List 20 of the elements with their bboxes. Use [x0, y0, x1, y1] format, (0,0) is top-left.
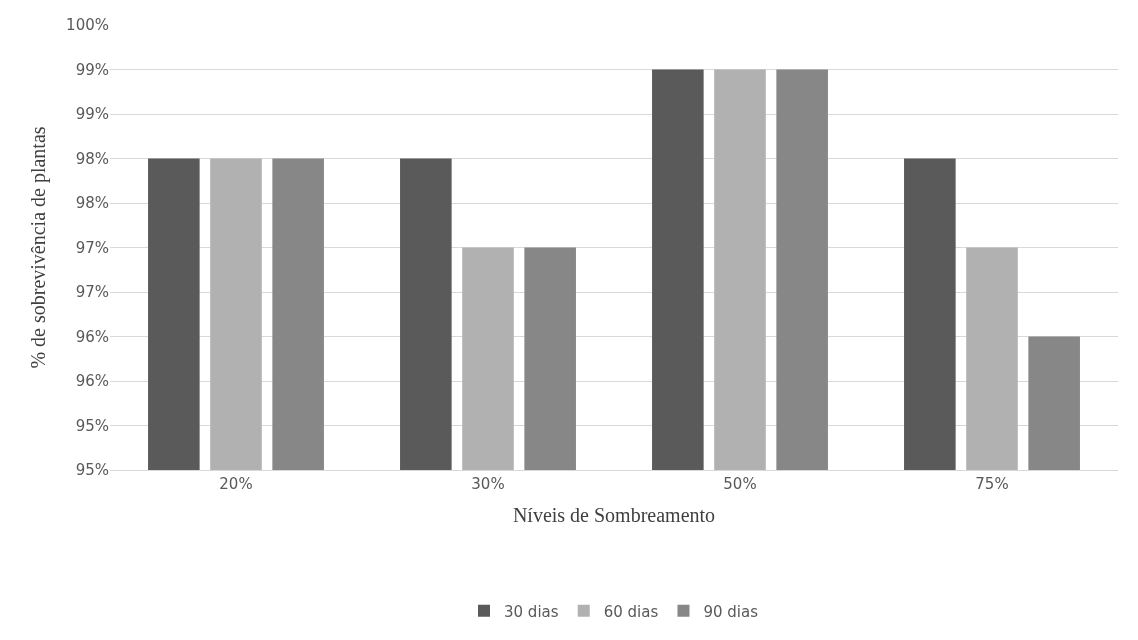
y-tick-label: 98% — [75, 149, 109, 168]
y-tick-label: 97% — [75, 283, 109, 302]
x-tick-label: 20% — [219, 475, 253, 493]
y-tick-label: 97% — [75, 238, 109, 257]
legend-label: 90 dias — [703, 602, 759, 621]
legend-label: 60 dias — [603, 602, 659, 621]
y-tick-label: 100% — [66, 16, 109, 35]
y-axis-title: % de sobrevivência de plantas — [26, 126, 50, 369]
y-tick-label: 95% — [75, 416, 109, 435]
y-tick-label: 96% — [75, 372, 109, 391]
y-tick-label: 99% — [75, 60, 109, 79]
y-tick-label: 99% — [75, 105, 109, 124]
legend-label: 30 dias — [504, 602, 559, 621]
y-tick-label: 98% — [75, 194, 109, 213]
x-tick-label: 50% — [723, 475, 757, 493]
x-tick-label: 75% — [975, 475, 1009, 493]
y-tick-label: 95% — [75, 461, 109, 480]
x-tick-label: 30% — [471, 475, 505, 493]
y-tick-label: 96% — [75, 327, 109, 346]
x-axis-title: Níveis de Sombreamento — [512, 503, 716, 526]
